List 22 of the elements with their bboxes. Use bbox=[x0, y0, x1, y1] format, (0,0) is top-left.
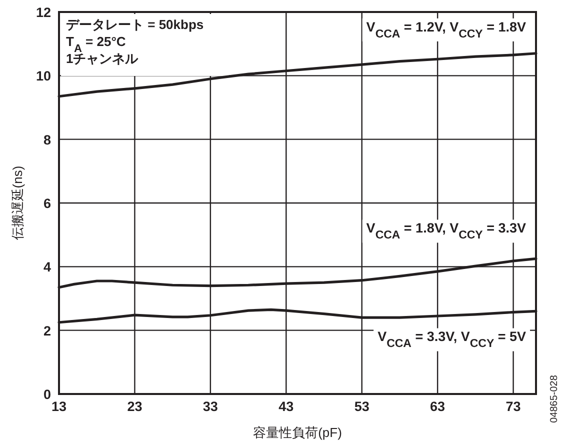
y-tick-label: 12 bbox=[36, 5, 51, 20]
annotation: 1チャンネル bbox=[66, 51, 140, 66]
annotation: データレート = 50kbps bbox=[66, 17, 204, 32]
text: 04865-028 bbox=[549, 374, 560, 423]
y-tick-label: 10 bbox=[36, 68, 51, 84]
x-tick-label: 33 bbox=[202, 399, 218, 414]
y-tick-label: 6 bbox=[43, 196, 52, 211]
x-tick-label: 73 bbox=[506, 399, 522, 414]
y-tick-label: 4 bbox=[43, 260, 52, 275]
x-tick-label: 53 bbox=[354, 399, 370, 414]
x-tick-label: 43 bbox=[278, 399, 294, 414]
y-axis-title: 伝搬遅延(ns) bbox=[10, 166, 25, 240]
y-tick-label: 8 bbox=[43, 132, 52, 148]
series-label: V$_{CCA}$ = 1.2V, V$_{CCY}$ = 1.8V bbox=[366, 19, 526, 40]
y-tick-label: 0 bbox=[43, 387, 51, 402]
series-label: V$_{CCA}$ = 1.8V, V$_{CCY}$ = 3.3V bbox=[366, 220, 526, 242]
x-axis-title: 容量性負荷(pF) bbox=[253, 425, 342, 440]
series-label: V$_{CCA}$ = 3.3V, V$_{CCY}$ = 5V bbox=[378, 329, 526, 350]
y-tick-label: 2 bbox=[43, 323, 51, 338]
x-tick-label: 63 bbox=[430, 399, 446, 414]
x-tick-label: 23 bbox=[127, 399, 143, 414]
x-tick-label: 13 bbox=[51, 399, 67, 414]
